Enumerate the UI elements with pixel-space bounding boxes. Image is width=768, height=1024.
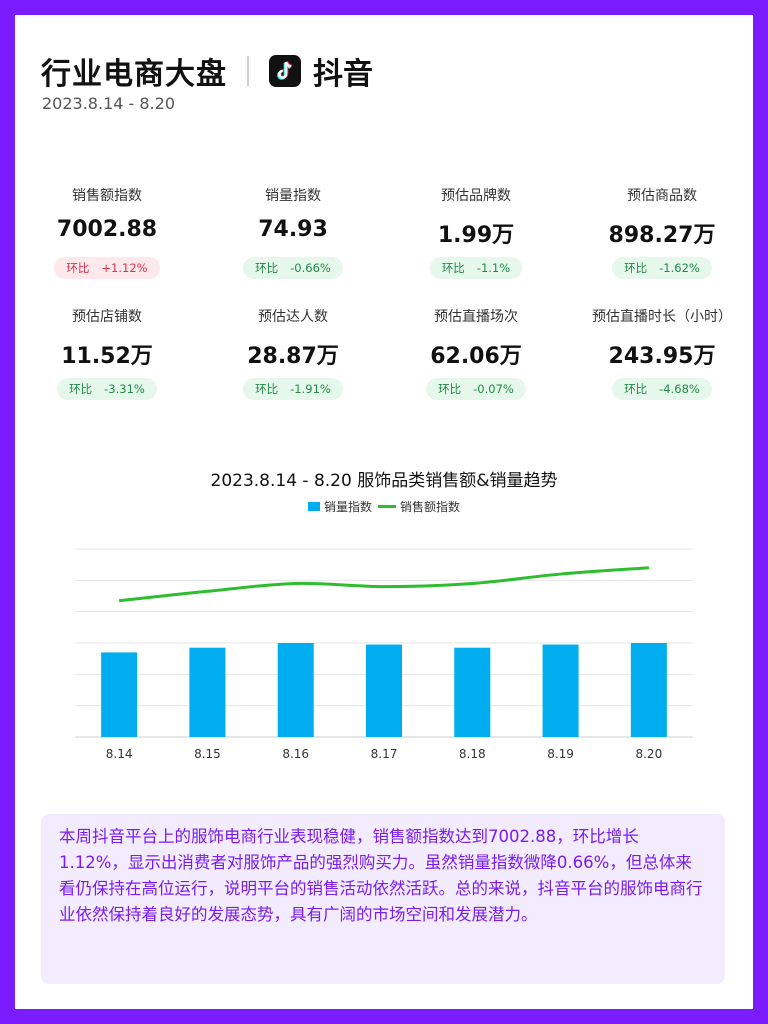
metric-value: 28.87万 bbox=[247, 344, 339, 369]
metric-label: 销售额指数 bbox=[72, 188, 142, 204]
legend-swatch-bar bbox=[307, 502, 320, 511]
change-label: 环比 bbox=[624, 382, 648, 396]
metric-change-badge: 环比 -1.62% bbox=[612, 257, 712, 279]
report-header: 行业电商大盘 抖音 bbox=[41, 49, 373, 93]
metric-change-badge: 环比 -3.31% bbox=[57, 378, 157, 400]
change-label: 环比 bbox=[255, 261, 279, 275]
change-value: -0.66% bbox=[290, 261, 331, 275]
change-value: -1.62% bbox=[659, 261, 700, 275]
metric-label: 预估直播时长（小时） bbox=[592, 309, 732, 325]
metric-change-badge: 环比 -1.91% bbox=[243, 378, 343, 400]
change-label: 环比 bbox=[66, 261, 90, 275]
date-range: 2023.8.14 - 8.20 bbox=[42, 94, 175, 113]
metric-value: 898.27万 bbox=[608, 223, 716, 248]
change-value: -3.31% bbox=[104, 382, 145, 396]
x-tick-label: 8.15 bbox=[194, 747, 221, 761]
trend-chart: 8.14 8.15 8.16 8.17 8.18 8.19 8.20 bbox=[75, 548, 693, 761]
bar-8.16 bbox=[277, 643, 314, 737]
summary-text: 本周抖音平台上的服饰电商行业表现稳健，销售额指数达到7002.88，环比增长1.… bbox=[41, 814, 725, 984]
x-tick-label: 8.14 bbox=[106, 747, 133, 761]
bar-8.20 bbox=[630, 643, 667, 737]
bar-8.15 bbox=[189, 647, 226, 737]
x-tick-label: 8.20 bbox=[635, 747, 662, 761]
metric-card: 销量指数 74.93 环比 -0.66% bbox=[201, 185, 385, 279]
legend-label-line: 销售额指数 bbox=[400, 500, 461, 514]
change-value: -1.91% bbox=[290, 382, 331, 396]
change-label: 环比 bbox=[69, 382, 93, 396]
metric-label: 预估达人数 bbox=[258, 309, 328, 325]
page-title: 行业电商大盘 bbox=[41, 57, 227, 92]
change-value: -0.07% bbox=[473, 382, 514, 396]
metric-card: 销售额指数 7002.88 环比 +1.12% bbox=[15, 185, 199, 279]
change-value: -1.1% bbox=[476, 261, 511, 275]
metric-card: 预估达人数 28.87万 环比 -1.91% bbox=[201, 306, 385, 400]
sales-index-line bbox=[118, 566, 649, 603]
metric-card: 预估直播场次 62.06万 环比 -0.07% bbox=[384, 306, 568, 400]
change-value: +1.12% bbox=[101, 261, 148, 275]
metric-change-badge: 环比 -4.68% bbox=[612, 378, 712, 400]
change-label: 环比 bbox=[438, 382, 462, 396]
metric-label: 预估直播场次 bbox=[434, 309, 518, 325]
metric-value: 62.06万 bbox=[430, 344, 522, 369]
x-tick-label: 8.17 bbox=[371, 747, 398, 761]
change-label: 环比 bbox=[624, 261, 648, 275]
legend-label-bar: 销量指数 bbox=[323, 500, 372, 514]
metric-value: 1.99万 bbox=[437, 223, 515, 248]
metric-label: 销量指数 bbox=[265, 188, 321, 204]
metric-value: 243.95万 bbox=[608, 344, 716, 369]
bar-8.17 bbox=[366, 644, 402, 737]
metric-change-badge: 环比 -1.1% bbox=[429, 257, 523, 279]
metric-card: 预估品牌数 1.99万 环比 -1.1% bbox=[384, 185, 568, 279]
metric-card: 预估直播时长（小时） 243.95万 环比 -4.68% bbox=[570, 306, 754, 400]
metric-card: 预估商品数 898.27万 环比 -1.62% bbox=[570, 185, 754, 279]
platform-name: 抖音 bbox=[313, 57, 373, 92]
metric-label: 预估店铺数 bbox=[72, 309, 142, 325]
bar-8.14 bbox=[101, 652, 138, 737]
bar-8.19 bbox=[542, 644, 579, 737]
x-tick-label: 8.18 bbox=[459, 747, 486, 761]
metric-value: 7002.88 bbox=[56, 217, 158, 242]
legend-swatch-line bbox=[378, 505, 396, 508]
chart-legend: 销量指数 销售额指数 bbox=[15, 498, 753, 515]
metric-change-badge: 环比 -0.66% bbox=[243, 257, 343, 279]
metric-label: 预估商品数 bbox=[627, 188, 697, 204]
bar-8.18 bbox=[454, 647, 491, 737]
change-label: 环比 bbox=[255, 382, 279, 396]
chart-title: 2023.8.14 - 8.20 服饰品类销售额&销量趋势 bbox=[210, 471, 558, 491]
header-divider bbox=[247, 56, 249, 86]
x-tick-label: 8.19 bbox=[547, 747, 574, 761]
metric-label: 预估品牌数 bbox=[441, 188, 511, 204]
metric-change-badge: 环比 -0.07% bbox=[426, 378, 526, 400]
tiktok-icon bbox=[269, 55, 301, 87]
change-label: 环比 bbox=[441, 261, 465, 275]
change-value: -4.68% bbox=[659, 382, 700, 396]
x-tick-label: 8.16 bbox=[282, 747, 309, 761]
report-card: 行业电商大盘 抖音 2023.8.14 - 8.20 销售额指数 7002.88… bbox=[15, 15, 753, 1009]
metric-change-badge: 环比 +1.12% bbox=[54, 257, 160, 279]
metric-value: 74.93 bbox=[258, 217, 328, 242]
metric-card: 预估店铺数 11.52万 环比 -3.31% bbox=[15, 306, 199, 400]
metric-value: 11.52万 bbox=[61, 344, 153, 369]
